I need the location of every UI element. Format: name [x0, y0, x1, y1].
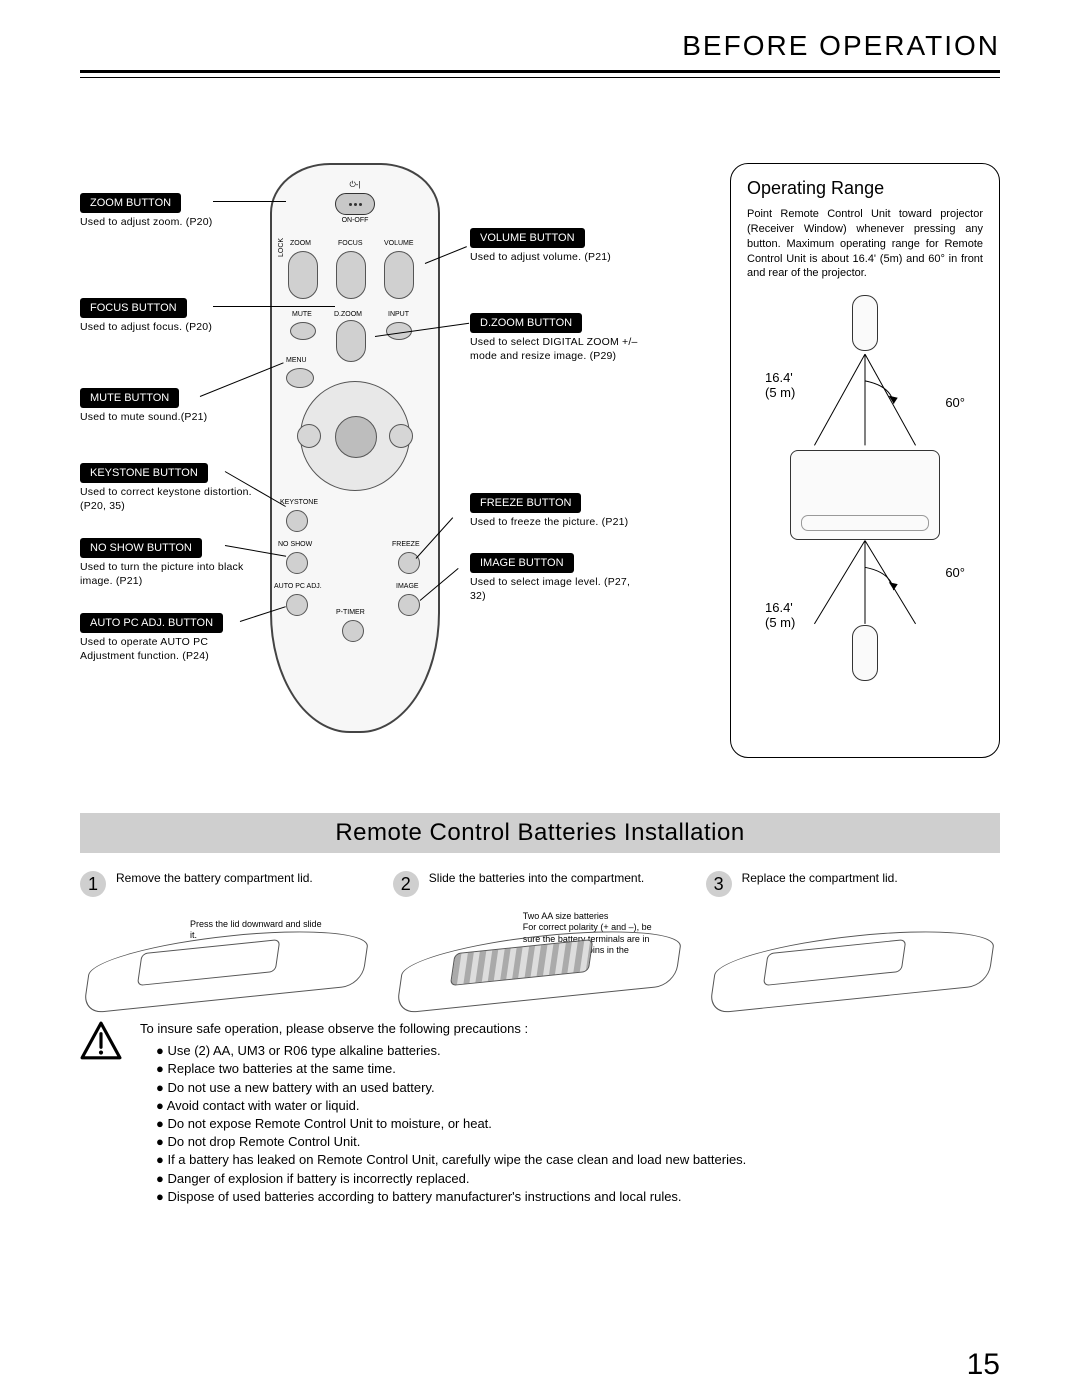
dzoom-label: D.ZOOM [334, 311, 362, 318]
step-1: 1 Remove the battery compartment lid. Pr… [80, 871, 374, 1000]
keystone-btn [286, 510, 308, 532]
step-2-number: 2 [393, 871, 419, 897]
ptimer-label: P-TIMER [336, 609, 365, 616]
precaution-item: Replace two batteries at the same time. [156, 1060, 746, 1078]
precaution-item: Do not use a new battery with an used ba… [156, 1079, 746, 1097]
dzoom-rocker [336, 320, 366, 362]
callout-volume: VOLUME BUTTON Used to adjust volume. (P2… [470, 228, 640, 265]
precaution-item: Use (2) AA, UM3 or R06 type alkaline bat… [156, 1042, 746, 1060]
step-3-text: Replace the compartment lid. [742, 871, 898, 887]
step-1-illus [80, 905, 374, 1000]
range-desc: Point Remote Control Unit toward project… [747, 207, 983, 281]
menu-btn [286, 368, 314, 388]
callout-keystone: KEYSTONE BUTTON Used to correct keystone… [80, 463, 260, 514]
step-3: 3 Replace the compartment lid. [706, 871, 1000, 1000]
range-remote-bottom [852, 625, 878, 681]
image-btn [398, 594, 420, 616]
precautions-intro: To insure safe operation, please observe… [140, 1020, 746, 1038]
range-dist-top: 16.4' (5 m) [765, 370, 795, 400]
noshow-btn [286, 552, 308, 574]
power-symbol: ⏻-| [349, 180, 360, 190]
callout-mute: MUTE BUTTON Used to mute sound.(P21) [80, 388, 260, 425]
zoom-label: ZOOM [290, 240, 311, 247]
mute-label: MUTE [292, 311, 312, 318]
precaution-item: Dispose of used batteries according to b… [156, 1188, 746, 1206]
step-1-text: Remove the battery compartment lid. [116, 871, 313, 887]
focus-label: FOCUS [338, 240, 363, 247]
nav-disc [300, 381, 410, 491]
step-2: 2 Slide the batteries into the compartme… [393, 871, 687, 1000]
callout-zoom: ZOOM BUTTON Used to adjust zoom. (P20) [80, 193, 260, 230]
step-3-number: 3 [706, 871, 732, 897]
page-number: 15 [967, 1348, 1000, 1382]
focus-rocker [336, 251, 366, 299]
precaution-item: Do not expose Remote Control Unit to moi… [156, 1115, 746, 1133]
ptimer-btn [342, 620, 364, 642]
precautions-list: Use (2) AA, UM3 or R06 type alkaline bat… [140, 1042, 746, 1206]
callout-image: IMAGE BUTTON Used to select image level.… [470, 553, 640, 604]
precaution-item: Danger of explosion if battery is incorr… [156, 1170, 746, 1188]
range-diagram: 16.4' (5 m) 60° 60° 16.4' (5 m) [747, 295, 983, 675]
lock-label: LOCK [278, 238, 285, 257]
precautions: To insure safe operation, please observe… [80, 1020, 1000, 1206]
mute-btn [290, 322, 316, 340]
callout-freeze: FREEZE BUTTON Used to freeze the picture… [470, 493, 640, 530]
volume-rocker [384, 251, 414, 299]
page-header: BEFORE OPERATION [80, 30, 1000, 73]
step-3-illus [706, 905, 1000, 1000]
autopc-btn [286, 594, 308, 616]
section-bar: Remote Control Batteries Installation [80, 813, 1000, 853]
remote-diagram: ⏻-| ON-OFF ZOOM FOCUS VOLUME LOCK MUTE D… [80, 163, 1000, 783]
precaution-item: Avoid contact with water or liquid. [156, 1097, 746, 1115]
range-dist-bottom: 16.4' (5 m) [765, 600, 795, 630]
step-2-text: Slide the batteries into the compartment… [429, 871, 644, 887]
onoff-label: ON-OFF [342, 217, 369, 224]
keystone-label: KEYSTONE [280, 499, 318, 506]
operating-range-box: Operating Range Point Remote Control Uni… [730, 163, 1000, 758]
autopc-label: AUTO PC ADJ. [274, 583, 322, 590]
remote-outline: ⏻-| ON-OFF ZOOM FOCUS VOLUME LOCK MUTE D… [270, 163, 440, 733]
volume-label: VOLUME [384, 240, 414, 247]
precaution-item: If a battery has leaked on Remote Contro… [156, 1151, 746, 1169]
input-label: INPUT [388, 311, 409, 318]
image-label: IMAGE [396, 583, 419, 590]
noshow-label: NO SHOW [278, 541, 312, 548]
range-angle-bottom: 60° [945, 565, 965, 580]
step-2-illus [393, 905, 687, 1000]
callout-autopc: AUTO PC ADJ. BUTTON Used to operate AUTO… [80, 613, 260, 664]
precaution-item: Do not drop Remote Control Unit. [156, 1133, 746, 1151]
range-angle-top: 60° [945, 395, 965, 410]
on-off-button [335, 193, 375, 215]
menu-label: MENU [286, 357, 307, 364]
step-1-number: 1 [80, 871, 106, 897]
range-title: Operating Range [747, 178, 983, 199]
install-steps: 1 Remove the battery compartment lid. Pr… [80, 871, 1000, 1000]
callout-focus: FOCUS BUTTON Used to adjust focus. (P20) [80, 298, 260, 335]
zoom-rocker [288, 251, 318, 299]
freeze-label: FREEZE [392, 541, 420, 548]
warning-icon [80, 1020, 122, 1062]
callout-dzoom: D.ZOOM BUTTON Used to select DIGITAL ZOO… [470, 313, 640, 364]
range-projector [790, 450, 940, 540]
